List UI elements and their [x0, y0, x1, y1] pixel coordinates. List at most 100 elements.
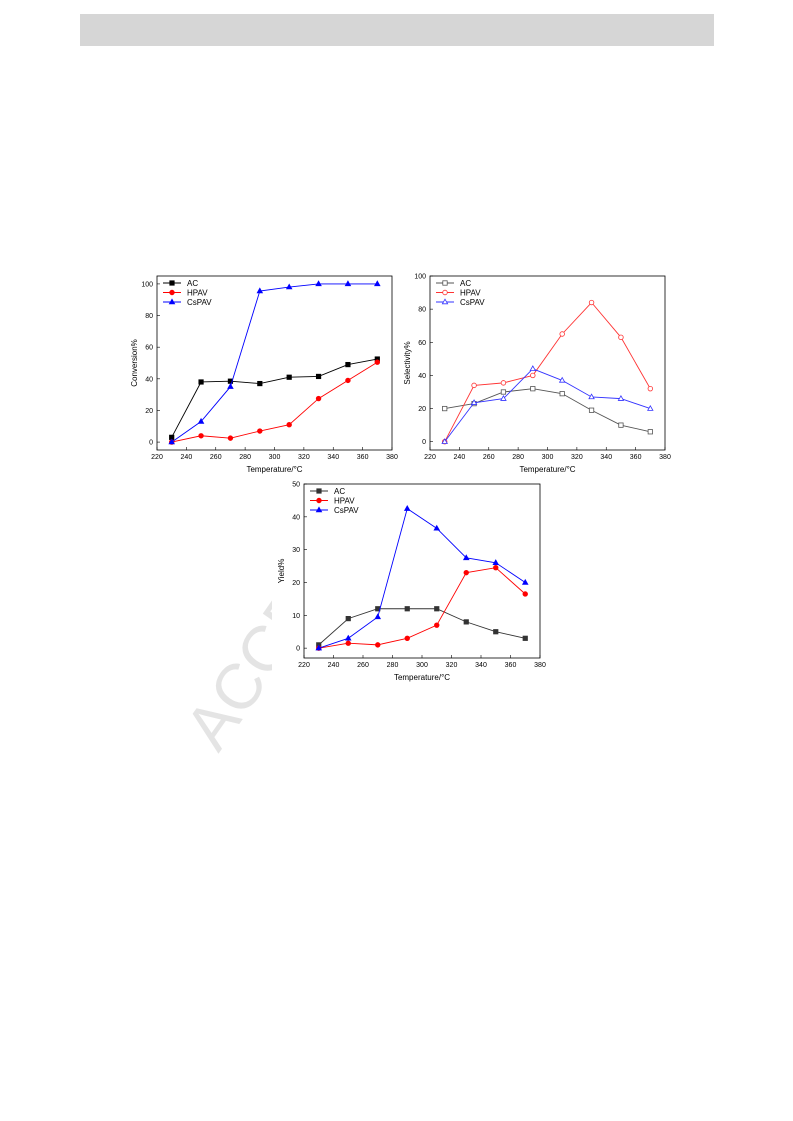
data-point: [375, 642, 381, 648]
chart: 220 240 260 280 300 320 340 360 380 0 10 20 30 40 50 Te…: [272, 480, 548, 686]
data-point: [617, 395, 625, 401]
data-point: [374, 613, 382, 620]
data-point: [345, 377, 351, 384]
data-point: [256, 287, 264, 294]
data-point: [345, 616, 351, 622]
x-tick-label: 380: [659, 454, 671, 461]
data-point: [227, 383, 234, 389]
y-tick-label: 40: [145, 376, 153, 383]
header-bar: [80, 14, 714, 46]
data-point: [471, 382, 477, 389]
x-tick-label: 340: [327, 454, 339, 461]
y-tick-label: 40: [418, 373, 426, 380]
data-point: [374, 359, 381, 365]
x-tick-label: 320: [446, 662, 458, 669]
data-point: [198, 433, 204, 439]
data-point: [345, 361, 351, 368]
data-point: [647, 404, 654, 411]
y-tick-label: 20: [292, 580, 300, 587]
legend-marker: [169, 289, 175, 296]
data-point: [618, 422, 624, 428]
x-tick-label: 300: [542, 454, 554, 461]
legend-label: CsPAV: [460, 298, 485, 307]
data-point: [500, 389, 507, 395]
data-point: [345, 640, 351, 646]
data-point: [315, 395, 322, 402]
data-point: [588, 407, 595, 413]
y-tick-label: 50: [292, 482, 300, 489]
data-point: [462, 554, 470, 561]
legend-label: CsPAV: [334, 506, 359, 515]
x-tick-label: 380: [534, 662, 546, 669]
data-point: [257, 380, 263, 387]
data-point: [530, 386, 536, 392]
x-tick-label: 280: [239, 454, 251, 461]
y-tick-label: 20: [418, 406, 426, 413]
legend-marker: [316, 488, 322, 494]
legend-label: HPAV: [460, 289, 481, 298]
x-tick-label: 360: [505, 662, 517, 669]
data-point: [168, 438, 175, 445]
legend-label: AC: [460, 279, 471, 288]
data-point: [647, 385, 654, 392]
data-point: [463, 619, 469, 625]
data-point: [227, 435, 234, 441]
data-point: [404, 606, 410, 612]
legend-label: AC: [334, 487, 345, 496]
y-axis-label: Yield%: [277, 559, 286, 584]
legend-label: CsPAV: [187, 298, 212, 307]
series-line: [318, 608, 526, 646]
x-tick-label: 260: [210, 454, 222, 461]
y-tick-label: 80: [418, 307, 426, 314]
x-axis-label: Temperature/°C: [519, 465, 575, 474]
data-point: [500, 395, 507, 401]
legend-marker: [441, 298, 449, 305]
x-tick-label: 380: [386, 454, 398, 461]
data-point: [493, 565, 499, 571]
y-tick-label: 60: [418, 340, 426, 347]
data-point: [522, 635, 528, 641]
x-tick-label: 300: [416, 662, 428, 669]
chart: 220 240 260 280 300 320 340 360 380 0 20 40 60 80 100 T…: [398, 272, 673, 478]
x-tick-label: 320: [298, 454, 310, 461]
series-line: [171, 283, 378, 443]
legend-marker: [168, 298, 176, 305]
x-tick-label: 300: [269, 454, 281, 461]
data-point: [257, 428, 263, 434]
legend-label: HPAV: [334, 497, 355, 506]
data-point: [315, 644, 323, 651]
series-line: [171, 361, 378, 443]
y-axis-label: Selectivity%: [403, 341, 412, 384]
data-point: [374, 280, 381, 287]
legend-marker: [316, 497, 322, 504]
data-point: [442, 405, 448, 412]
legend-marker: [169, 280, 175, 286]
x-tick-label: 220: [298, 662, 310, 669]
x-tick-label: 280: [512, 454, 524, 461]
data-point: [197, 417, 205, 424]
x-axis-label: Temperature/°C: [246, 465, 302, 474]
y-tick-label: 10: [292, 613, 300, 620]
data-point: [500, 380, 507, 386]
data-point: [434, 606, 440, 612]
series-line: [318, 567, 526, 649]
series-line: [444, 368, 651, 442]
data-point: [315, 373, 322, 380]
data-point: [521, 578, 529, 585]
data-point: [530, 372, 536, 379]
y-tick-label: 0: [149, 440, 153, 447]
x-tick-label: 280: [387, 662, 399, 669]
legend-marker: [442, 289, 448, 296]
series-line: [171, 358, 378, 438]
data-point: [198, 379, 204, 385]
x-axis-label: Temperature/°C: [394, 673, 450, 682]
y-tick-label: 100: [414, 274, 426, 281]
data-point: [558, 376, 566, 383]
y-tick-label: 40: [292, 514, 300, 521]
y-tick-label: 30: [292, 547, 300, 554]
data-point: [404, 635, 410, 642]
y-tick-label: 60: [145, 345, 153, 352]
series-line: [444, 301, 651, 442]
data-point: [434, 622, 440, 628]
